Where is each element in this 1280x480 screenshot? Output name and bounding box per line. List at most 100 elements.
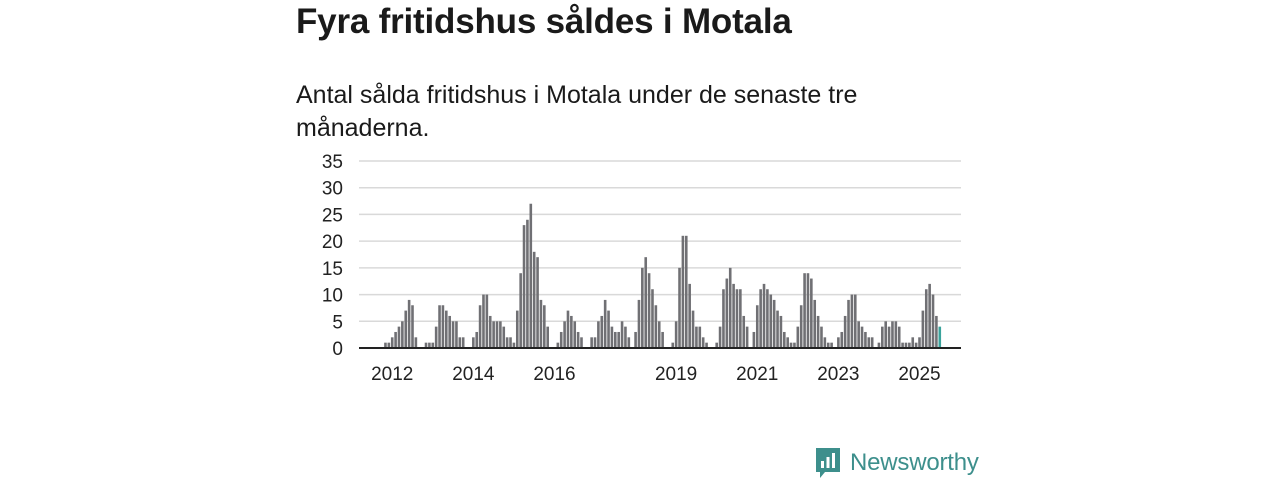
bar (735, 289, 739, 348)
bar (614, 331, 617, 348)
bar (387, 342, 391, 348)
bar (786, 337, 789, 348)
bar (488, 315, 492, 348)
bar (793, 342, 796, 348)
bar (715, 342, 718, 348)
bar (610, 326, 614, 348)
bar (867, 337, 871, 348)
x-tick-label: 2019 (655, 364, 697, 385)
bar (843, 315, 847, 348)
bar (397, 326, 401, 348)
bar (762, 283, 766, 348)
bar (617, 331, 620, 348)
bar (539, 299, 543, 348)
bar (718, 326, 722, 348)
y-tick-label: 25 (322, 205, 343, 226)
bar (600, 315, 604, 348)
brand-name: Newsworthy (850, 449, 979, 476)
bar (891, 321, 894, 348)
bar (499, 321, 502, 348)
bar (924, 289, 928, 348)
x-tick-label: 2012 (371, 364, 413, 385)
bar (864, 331, 867, 348)
y-tick-label: 0 (332, 339, 343, 360)
bar (624, 326, 627, 348)
bar (931, 294, 935, 348)
y-tick-label: 20 (322, 232, 343, 253)
bar (404, 310, 408, 348)
bar (657, 321, 661, 348)
bar (796, 326, 800, 348)
bar (755, 305, 759, 348)
bar (407, 299, 411, 348)
bar (472, 337, 475, 348)
chart-title: Fyra fritidshus såldes i Motala (296, 2, 792, 41)
bar (779, 315, 783, 348)
x-tick-label: 2014 (452, 364, 495, 385)
newsworthy-logo[interactable]: Newsworthy (814, 446, 979, 480)
bar (573, 321, 577, 348)
bar (485, 294, 489, 348)
bar (745, 326, 749, 348)
bar (519, 273, 522, 348)
bar (742, 315, 746, 348)
bar (590, 337, 593, 348)
data-labels: 4 (962, 0, 971, 4)
bar (563, 321, 566, 348)
bar (512, 342, 516, 348)
bar (438, 305, 441, 348)
bar (620, 321, 624, 348)
chart-logo-icon (816, 448, 840, 478)
x-tick-label: 2016 (533, 364, 575, 385)
bar (515, 310, 519, 348)
chart-subtitle: Antal sålda fritidshus i Motala under de… (296, 81, 858, 142)
y-tick-label: 15 (322, 259, 343, 280)
bar (901, 342, 904, 348)
bar (607, 310, 610, 348)
bar (401, 321, 404, 348)
bar (921, 310, 925, 348)
bar (857, 321, 860, 348)
bar (441, 305, 445, 348)
bar (698, 326, 702, 348)
bar (860, 326, 864, 348)
bar (732, 283, 735, 348)
bar (935, 315, 938, 348)
bar (644, 257, 648, 348)
bar (823, 337, 827, 348)
bar (728, 267, 732, 348)
bar (776, 310, 779, 348)
bar (840, 331, 844, 348)
bar (847, 299, 850, 348)
bar (752, 331, 756, 348)
bar (789, 342, 793, 348)
bar (634, 331, 637, 348)
bar (908, 342, 911, 348)
bar (701, 337, 705, 348)
bar (647, 273, 651, 348)
bar (904, 342, 908, 348)
bar (813, 299, 817, 348)
bar (482, 294, 485, 348)
data-label-latest: 4 (962, 0, 971, 4)
bar (502, 326, 506, 348)
y-tick-label: 10 (322, 286, 343, 307)
bar (641, 267, 644, 348)
bar (593, 337, 597, 348)
bar (772, 299, 776, 348)
bar (536, 257, 539, 348)
bar (850, 294, 854, 348)
bar (691, 310, 695, 348)
bar (688, 283, 691, 348)
bar (414, 337, 418, 348)
x-tick-label: 2023 (817, 364, 859, 385)
bar (799, 305, 803, 348)
bar (661, 331, 664, 348)
bar (556, 342, 560, 348)
bar (576, 331, 580, 348)
bar (695, 326, 698, 348)
bar-latest (938, 326, 942, 348)
bar (816, 315, 820, 348)
bar (566, 310, 570, 348)
bar (475, 331, 479, 348)
